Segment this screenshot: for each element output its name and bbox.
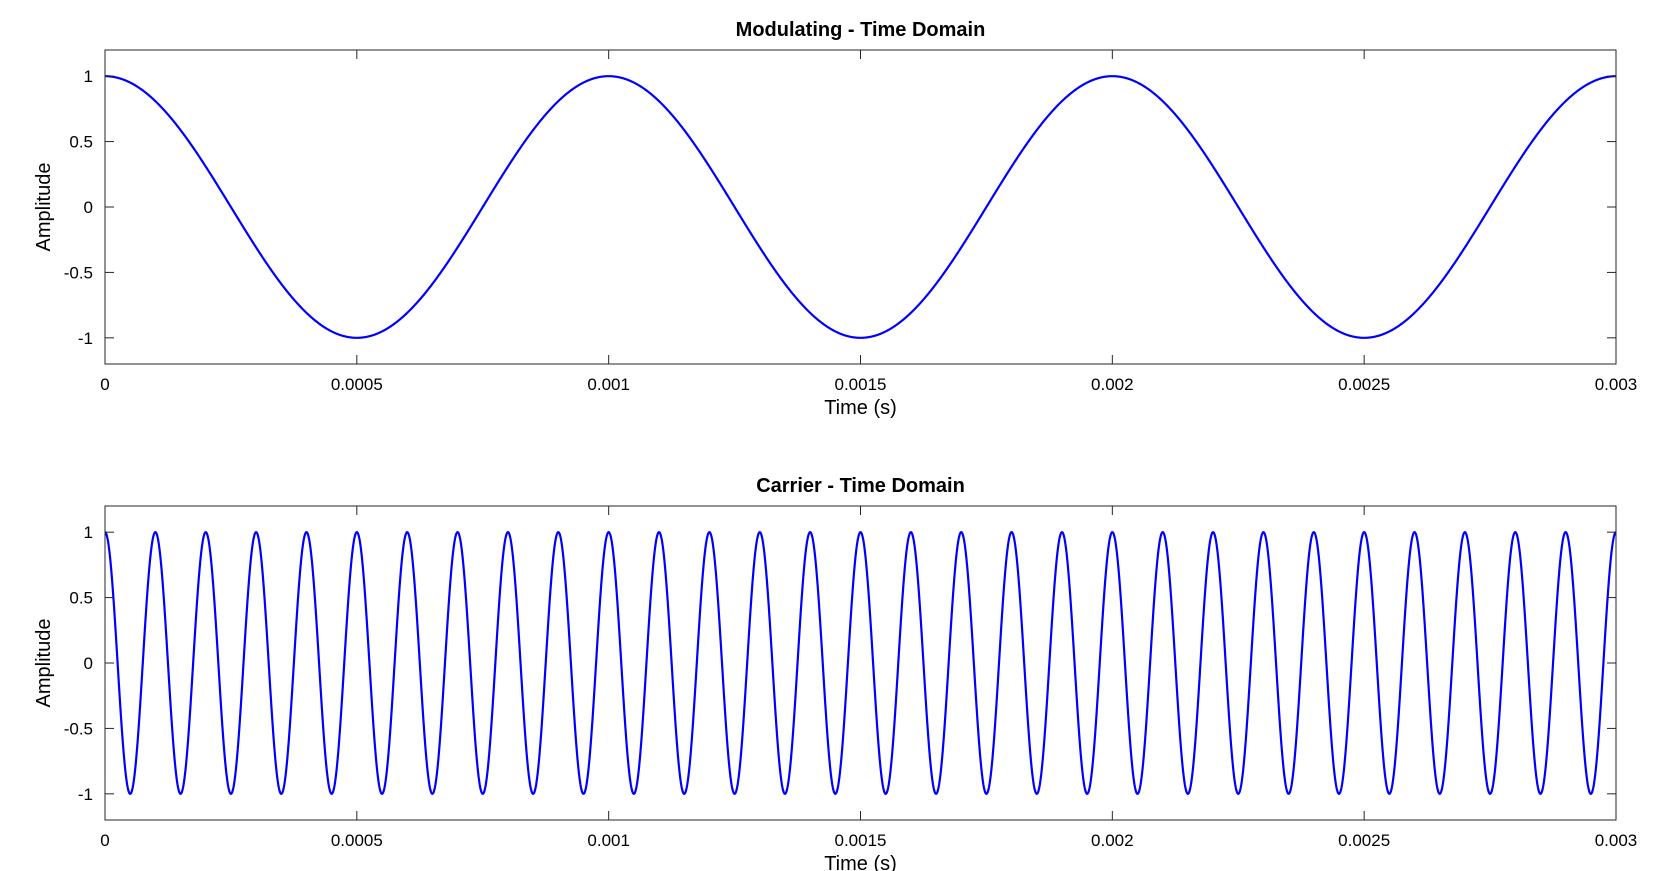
chart-2: 0 0.0005 0.001 0.0015 0.002 0.0025 0.003 1 0.5 0 -… [33, 475, 1637, 871]
y-tick-label: -1 [78, 785, 93, 804]
y-tick-label: -1 [78, 329, 93, 348]
y-tick-label: -0.5 [64, 263, 93, 282]
x-tick-label: 0.002 [1091, 831, 1134, 850]
x-tick-label: 0.003 [1595, 375, 1638, 394]
y-tick-label: 0 [84, 654, 93, 673]
x-tick-label: 0.0005 [331, 831, 383, 850]
y-tick-label: 1 [84, 523, 93, 542]
series-line-1 [104, 531, 1617, 795]
x-tick-label: 0 [100, 831, 109, 850]
x-tick-label: 0.0025 [1338, 831, 1390, 850]
y-axis-label: Amplitude [33, 619, 55, 708]
x-axis-label: Time (s) [824, 397, 897, 419]
x-tick-label: 0.003 [1595, 831, 1638, 850]
x-tick-label: 0.002 [1091, 375, 1134, 394]
y-tick-label: 0.5 [69, 589, 93, 608]
x-tick-label: 0.001 [587, 831, 630, 850]
x-tick-label: 0.0015 [835, 831, 887, 850]
y-tick-label: 0.5 [69, 133, 93, 152]
chart-1: 0 0.0005 0.001 0.0015 0.002 0.0025 0.003 1 0.5 0 -… [33, 19, 1637, 419]
chart-title: Carrier - Time Domain [756, 475, 965, 497]
y-tick-label: 1 [84, 67, 93, 86]
plot-area [105, 506, 1616, 820]
y-tick-label: -0.5 [64, 719, 93, 738]
y-axis-label: Amplitude [33, 163, 55, 252]
x-axis-label: Time (s) [824, 853, 897, 871]
x-tick-label: 0.0015 [835, 375, 887, 394]
x-tick-label: 0 [100, 375, 109, 394]
x-tick-label: 0.0025 [1338, 375, 1390, 394]
x-tick-label: 0.001 [587, 375, 630, 394]
plot-area [105, 50, 1616, 364]
y-tick-label: 0 [84, 198, 93, 217]
series-line-1 [104, 75, 1617, 339]
chart-title: Modulating - Time Domain [736, 19, 986, 41]
x-tick-label: 0.0005 [331, 375, 383, 394]
